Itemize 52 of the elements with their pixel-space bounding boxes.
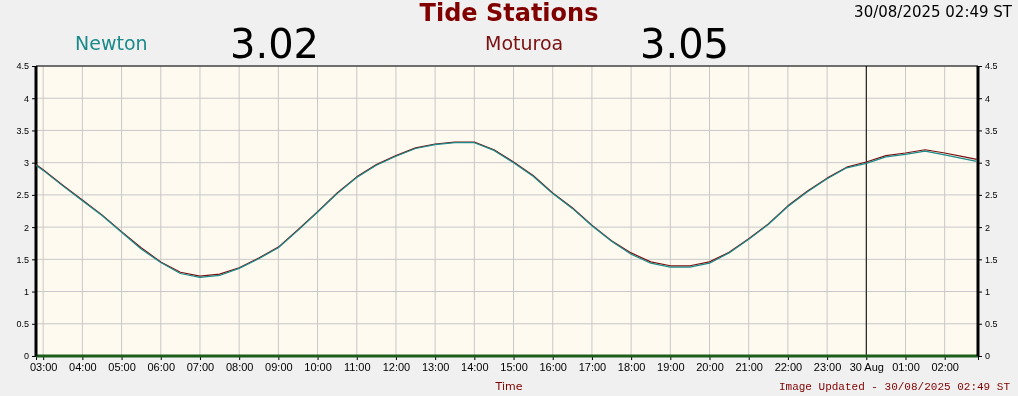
annotation: 3.05 (640, 21, 730, 67)
text: 30/08/2025 02:49 ST (854, 3, 1013, 21)
y2-tick-label: 4 (985, 93, 991, 104)
y-tick-label: 0.5 (16, 319, 29, 330)
y-tick-label: 1.5 (16, 254, 29, 265)
y2-tick-label: 1.5 (985, 254, 998, 265)
x-tick-label: 15:00 (500, 360, 528, 373)
y-tick-label: 0 (23, 351, 29, 362)
x-tick-label: 12:00 (382, 360, 411, 373)
y-tick-label: 4 (23, 93, 29, 104)
chart-title: Tide Stations (419, 0, 599, 27)
y-tick-label: 2.5 (16, 190, 29, 201)
x-tick-label: 03:00 (29, 360, 58, 373)
x-tick-label: 13:00 (421, 360, 450, 373)
y2-tick-label: 3.5 (985, 125, 998, 136)
x-tick-label: 22:00 (774, 360, 803, 373)
x-axis-title: Time (494, 380, 523, 393)
x-tick-label: 05:00 (108, 360, 136, 373)
x-tick-label: 09:00 (265, 360, 293, 373)
text: Newton (75, 32, 148, 54)
x-tick-label: 11:00 (343, 360, 371, 373)
y-tick-label: 3 (23, 158, 29, 169)
x-tick-label: 17:00 (578, 360, 607, 373)
y-tick-label: 2 (23, 222, 29, 233)
x-tick-label: 01:00 (892, 360, 920, 373)
y2-tick-label: 4.5 (985, 61, 998, 72)
x-tick-label: 04:00 (69, 360, 97, 373)
x-tick-label: 07:00 (186, 360, 215, 373)
x-tick-label: 23:00 (813, 360, 842, 373)
x-tick-label: 30 Aug (849, 360, 884, 373)
x-tick-label: 18:00 (617, 360, 646, 373)
x-tick-label: 19:00 (657, 360, 685, 373)
x-tick-label: 10:00 (304, 360, 332, 373)
x-tick-label: 06:00 (147, 360, 176, 373)
x-tick-label: 16:00 (539, 360, 567, 373)
y2-tick-label: 3 (985, 158, 991, 169)
y2-tick-label: 2.5 (985, 190, 998, 201)
y2-tick-label: 0 (985, 351, 991, 362)
y-tick-label: 4.5 (16, 61, 29, 72)
x-tick-label: 02:00 (931, 360, 959, 373)
y2-tick-label: 1 (985, 286, 991, 297)
text: Image Updated - 30/08/2025 02:49 ST (778, 381, 1011, 393)
y2-tick-label: 2 (985, 222, 991, 233)
x-tick-label: 14:00 (461, 360, 489, 373)
x-tick-label: 21:00 (735, 360, 763, 373)
x-tick-label: 08:00 (225, 360, 254, 373)
annotation: 3.02 (230, 21, 320, 67)
x-tick-label: 20:00 (696, 360, 724, 373)
y-tick-label: 3.5 (16, 125, 29, 136)
y-tick-label: 1 (23, 286, 29, 297)
y2-tick-label: 0.5 (985, 319, 998, 330)
text: Moturoa (485, 32, 564, 54)
